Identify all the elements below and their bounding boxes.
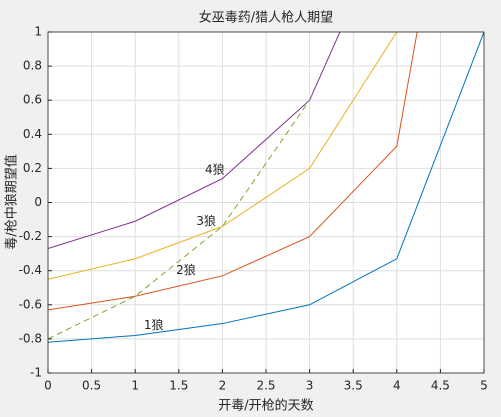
y-tick-label: 1: [34, 25, 42, 39]
x-tick-label: 4: [393, 379, 401, 393]
y-tick-label: 0.2: [23, 161, 42, 175]
series-line: [48, 32, 341, 250]
x-tick-label: 2: [219, 379, 227, 393]
x-tick-label: 1: [131, 379, 139, 393]
y-tick-label: -1: [30, 366, 42, 380]
x-tick-label: 3: [306, 379, 314, 393]
x-axis-label: 开毒/开枪的天数: [218, 398, 313, 414]
y-tick-label: -0.2: [19, 229, 42, 243]
y-tick-label: -0.6: [19, 297, 42, 311]
series-line: [48, 99, 311, 340]
y-tick-label: 0.8: [23, 59, 42, 73]
y-tick-label: 0.4: [23, 127, 42, 141]
series-line: [48, 32, 418, 311]
annotation: 1狼: [144, 317, 164, 332]
y-tick-label: 0: [34, 195, 42, 209]
series-line: [48, 32, 398, 280]
annotation: 2狼: [176, 262, 196, 277]
x-tick-label: 2.5: [256, 379, 275, 393]
x-tick-label: 3.5: [344, 379, 363, 393]
y-axis-label: 毒/枪中狼期望值: [4, 154, 20, 249]
x-tick-label: 0.5: [82, 379, 101, 393]
series-line: [48, 32, 484, 343]
y-tick-label: -0.8: [19, 331, 42, 345]
y-tick-label: -0.4: [19, 263, 42, 277]
annotation: 4狼: [205, 162, 225, 177]
y-tick-label: 0.6: [23, 93, 42, 107]
x-tick-label: 1.5: [169, 379, 188, 393]
annotation: 3狼: [196, 213, 216, 228]
chart-title: 女巫毒药/猎人枪人期望: [199, 10, 333, 26]
x-tick-label: 0: [44, 379, 52, 393]
x-tick-label: 4.5: [431, 379, 450, 393]
x-tick-label: 5: [480, 379, 488, 393]
